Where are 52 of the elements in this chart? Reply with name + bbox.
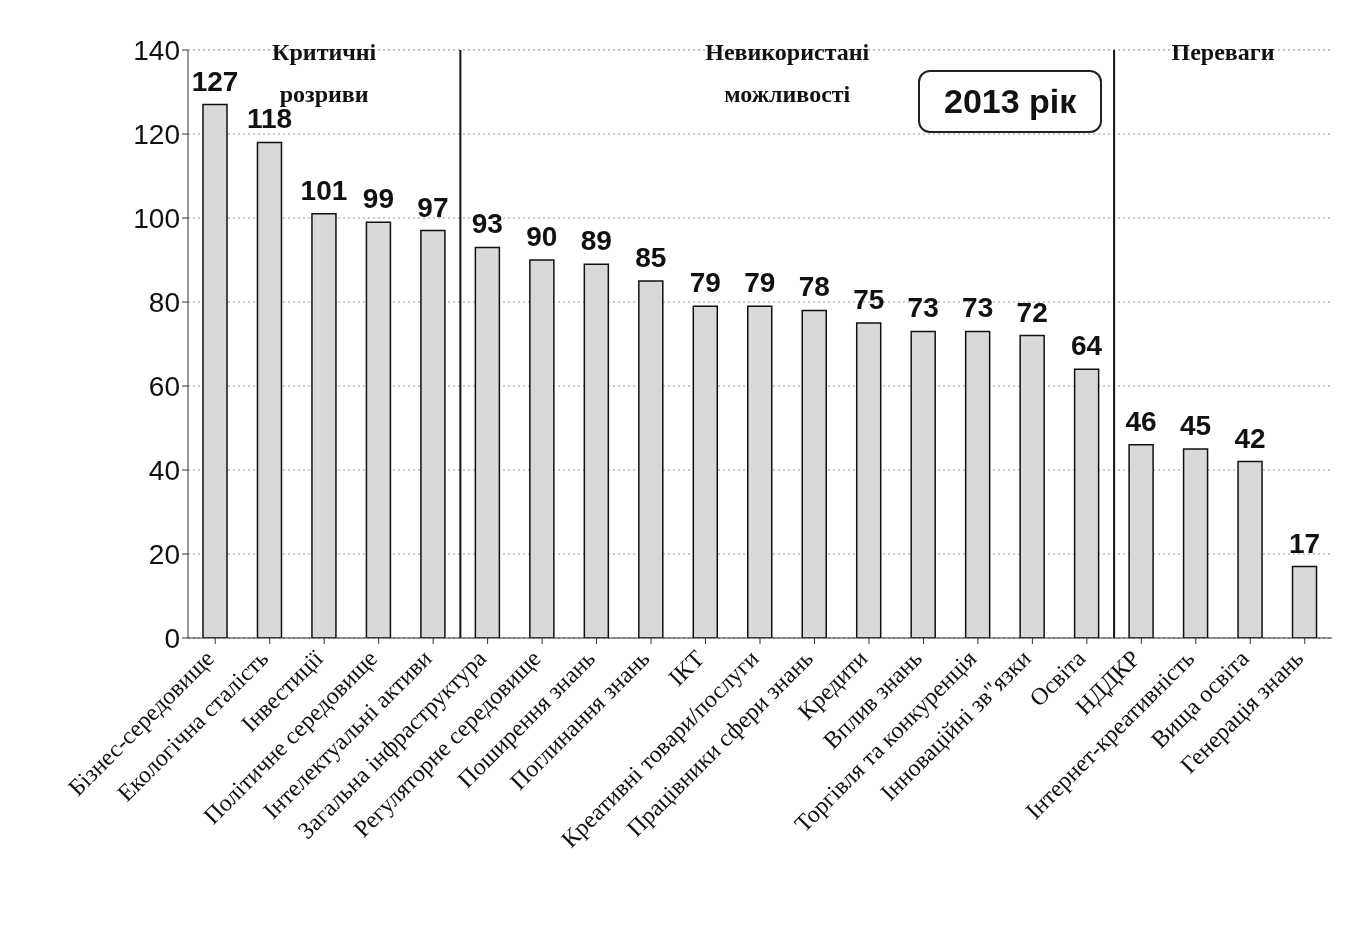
bar bbox=[801, 309, 827, 638]
data-label: 79 bbox=[689, 267, 721, 299]
data-label: 127 bbox=[191, 65, 239, 97]
band-label: Невикористані можливості bbox=[705, 39, 870, 107]
bar bbox=[202, 103, 228, 638]
y-tick-label: 100 bbox=[133, 202, 180, 234]
bar bbox=[855, 322, 882, 638]
bar bbox=[1019, 334, 1045, 638]
data-label: 93 bbox=[471, 208, 503, 240]
data-label: 75 bbox=[853, 284, 885, 315]
data-label: 46 bbox=[1125, 405, 1157, 437]
data-label: 17 bbox=[1288, 527, 1321, 559]
y-tick-label: 120 bbox=[133, 118, 180, 150]
bar bbox=[311, 213, 337, 638]
data-label: 78 bbox=[798, 271, 830, 303]
bar bbox=[256, 141, 283, 638]
bar bbox=[1291, 565, 1318, 638]
bar bbox=[1073, 368, 1100, 638]
data-label: 89 bbox=[580, 225, 612, 257]
data-label: 101 bbox=[300, 174, 348, 206]
y-tick-label: 80 bbox=[148, 286, 180, 318]
data-label: 85 bbox=[635, 242, 667, 273]
bar bbox=[910, 330, 936, 638]
data-label: 73 bbox=[907, 292, 939, 324]
data-label: 72 bbox=[1016, 296, 1048, 328]
bar bbox=[1128, 444, 1154, 638]
text: 2013 рік bbox=[918, 70, 1103, 133]
band-label: Переваги bbox=[1171, 39, 1275, 65]
bar bbox=[365, 221, 392, 638]
data-label: 79 bbox=[744, 267, 776, 299]
data-label: 97 bbox=[417, 191, 449, 223]
data-label: 42 bbox=[1234, 422, 1266, 454]
bar bbox=[420, 229, 446, 638]
bar bbox=[747, 305, 773, 638]
bar bbox=[474, 246, 501, 638]
bar bbox=[692, 305, 719, 638]
y-tick-label: 0 bbox=[164, 622, 180, 654]
bar bbox=[1182, 448, 1209, 638]
y-tick-label: 140 bbox=[133, 34, 180, 66]
bar bbox=[964, 330, 991, 638]
data-label: 90 bbox=[526, 221, 558, 252]
y-tick-label: 40 bbox=[148, 454, 180, 486]
data-label: 45 bbox=[1179, 410, 1212, 441]
data-label: 73 bbox=[962, 292, 994, 324]
y-tick-label: 60 bbox=[148, 370, 180, 402]
bar bbox=[583, 263, 610, 638]
data-label: 64 bbox=[1071, 330, 1103, 362]
bar bbox=[529, 259, 555, 638]
bar bbox=[638, 280, 664, 638]
bar bbox=[1237, 460, 1263, 638]
y-tick-label: 20 bbox=[148, 538, 180, 570]
data-label: 99 bbox=[362, 183, 395, 215]
